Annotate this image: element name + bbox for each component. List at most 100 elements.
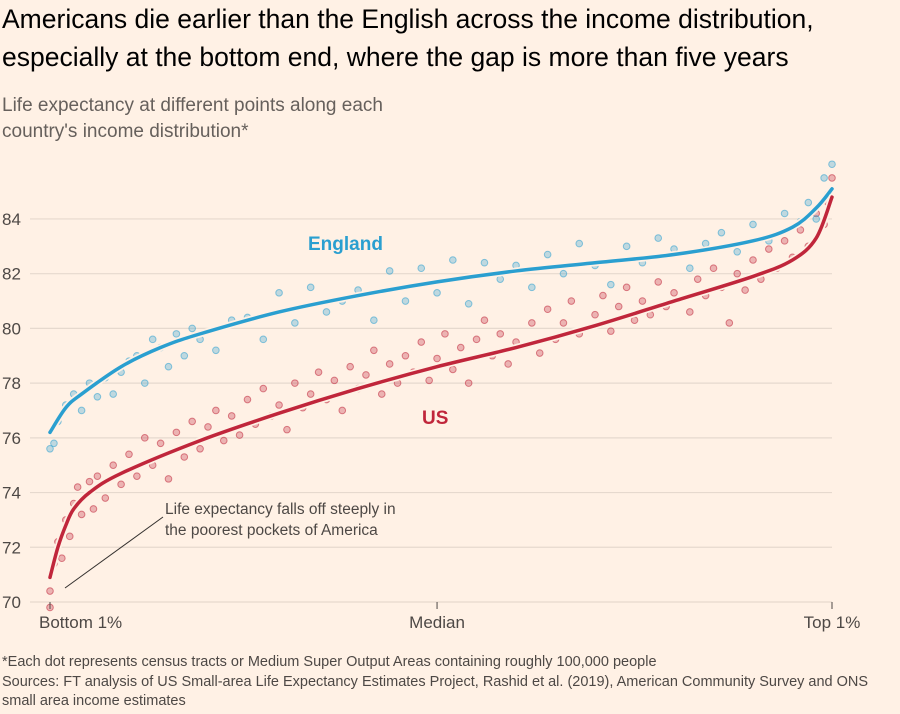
us-dot xyxy=(93,472,102,480)
us-dot xyxy=(528,319,536,327)
us-dot xyxy=(622,283,631,292)
england-dot xyxy=(259,335,268,344)
england-dot xyxy=(417,264,426,273)
us-dot xyxy=(796,226,805,234)
england-dot xyxy=(172,330,181,338)
series-label-england: England xyxy=(308,234,383,255)
england-dot xyxy=(480,258,489,267)
footer: *Each dot represents census tracts or Me… xyxy=(2,653,900,712)
us-dot xyxy=(591,310,599,319)
us-dot xyxy=(219,436,228,445)
us-dot xyxy=(456,343,465,352)
england-dot xyxy=(449,256,457,264)
us-dot xyxy=(338,406,347,415)
england-dot xyxy=(46,444,54,453)
us-dot xyxy=(377,390,386,398)
england-dot xyxy=(401,297,410,305)
england-dot xyxy=(77,406,86,415)
us-trend-line xyxy=(48,195,834,580)
us-dot xyxy=(156,439,165,448)
us-dot xyxy=(85,477,94,486)
us-dot xyxy=(370,346,378,355)
us-dot xyxy=(125,450,133,459)
us-dot xyxy=(733,269,742,278)
england-dot xyxy=(148,335,157,344)
us-dot xyxy=(172,428,181,437)
us-dot xyxy=(725,319,734,327)
us-dot xyxy=(259,384,268,393)
england-dot xyxy=(701,239,710,248)
us-dot xyxy=(828,174,836,182)
us-dot xyxy=(306,390,315,398)
england-dot xyxy=(275,289,283,297)
england-dot xyxy=(607,280,615,289)
england-dot xyxy=(370,316,378,324)
y-tick-label: 80 xyxy=(2,319,21,338)
england-dot xyxy=(528,283,536,292)
us-dot xyxy=(693,275,702,283)
us-dot xyxy=(133,472,141,480)
us-dot xyxy=(567,297,576,305)
england-dot xyxy=(812,215,821,223)
england-dot xyxy=(433,289,441,297)
us-dot xyxy=(140,434,149,442)
us-dot xyxy=(73,483,82,491)
us-dot xyxy=(89,505,98,513)
us-dot xyxy=(607,327,615,335)
us-dot xyxy=(109,461,117,470)
us-dot xyxy=(559,319,568,327)
us-dot xyxy=(188,417,196,426)
us-dot xyxy=(535,349,544,357)
us-dot xyxy=(275,401,283,409)
england-dot xyxy=(686,264,694,273)
us-dot xyxy=(65,532,74,541)
axis-ticks: 70 72 74 76 78 80 82 84 Bottom 1% Median Top 1% xyxy=(2,210,860,632)
us-dot xyxy=(741,286,749,294)
annotation-text: Life expectancy falls off steeply in the… xyxy=(165,501,396,539)
england-dot xyxy=(188,324,196,333)
england-dot xyxy=(717,228,726,237)
england-trend-line xyxy=(48,187,834,435)
england-dot xyxy=(496,275,505,283)
x-tick-label: Top 1% xyxy=(804,613,861,632)
us-dot xyxy=(385,360,394,368)
england-dot xyxy=(164,362,173,371)
us-dot xyxy=(496,330,505,338)
y-tick-label: 84 xyxy=(2,210,21,229)
us-dot xyxy=(472,335,481,344)
england-dot xyxy=(749,220,757,229)
us-dot xyxy=(401,351,410,360)
us-dot xyxy=(235,431,244,439)
england-dot xyxy=(622,242,631,251)
us-dot xyxy=(425,376,433,385)
footnote: *Each dot represents census tracts or Me… xyxy=(2,654,657,670)
england-dot xyxy=(733,247,742,256)
us-dot xyxy=(765,245,773,253)
us-dot xyxy=(58,554,66,563)
us-dot xyxy=(614,302,623,311)
england-dot xyxy=(140,379,149,387)
us-dot xyxy=(686,308,694,316)
england-dot xyxy=(291,319,299,327)
sources: Sources: FT analysis of US Small-area Li… xyxy=(2,673,869,710)
y-tick-label: 74 xyxy=(2,484,21,503)
y-tick-label: 78 xyxy=(2,374,21,393)
us-dot xyxy=(441,330,449,338)
england-dot xyxy=(820,174,828,182)
england-dot xyxy=(559,269,568,278)
us-dot xyxy=(599,291,607,300)
y-tick-label: 72 xyxy=(2,538,21,557)
england-dot xyxy=(180,351,189,360)
us-dot xyxy=(283,425,291,434)
us-dot xyxy=(314,368,323,376)
us-dot xyxy=(243,395,252,404)
us-dot xyxy=(101,494,110,502)
annotation-leader-line xyxy=(64,516,164,589)
england-dot xyxy=(322,308,331,316)
us-dot xyxy=(638,297,647,305)
us-dot xyxy=(780,237,789,245)
us-dot xyxy=(464,379,473,387)
england-dot xyxy=(212,346,220,355)
y-tick-label: 76 xyxy=(2,429,21,448)
